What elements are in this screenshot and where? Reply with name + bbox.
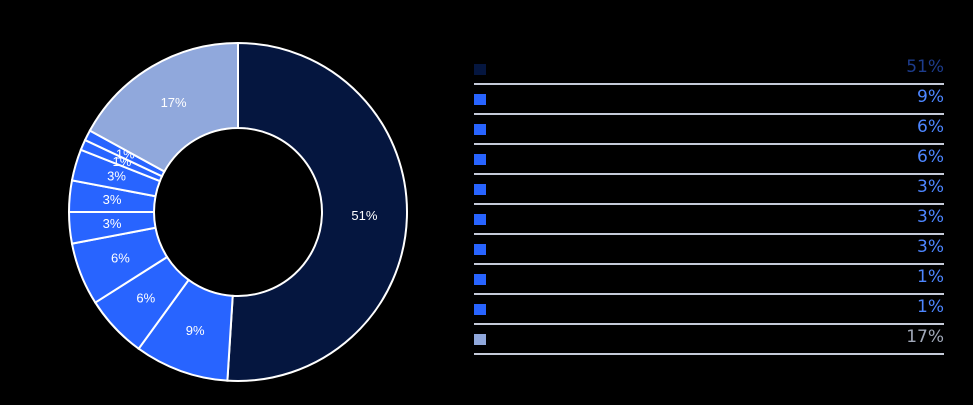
legend-swatch [474, 94, 486, 105]
donut-chart: 51%9%6%6%3%3%3%1%1%17% [67, 41, 408, 382]
slice-label: 51% [351, 208, 377, 223]
slice-label: 9% [186, 323, 205, 338]
legend-value: 6% [917, 147, 944, 167]
legend-swatch [474, 304, 486, 315]
slice-label: 6% [111, 251, 130, 266]
legend-item: 3% [474, 205, 944, 235]
legend-swatch [474, 334, 486, 345]
legend-value: 3% [917, 207, 944, 227]
donut-slice[interactable] [226, 41, 408, 382]
legend-value: 3% [917, 177, 944, 197]
slice-label: 3% [103, 192, 122, 207]
legend-item: 6% [474, 145, 944, 175]
legend-swatch [474, 64, 486, 75]
slice-label: 3% [103, 216, 122, 231]
legend-value: 17% [906, 327, 944, 347]
legend-item: 17% [474, 325, 944, 355]
legend-value: 51% [906, 57, 944, 77]
slice-label: 3% [107, 169, 126, 184]
legend-item: 9% [474, 85, 944, 115]
legend-swatch [474, 154, 486, 165]
legend-item: 1% [474, 295, 944, 325]
legend-item: 6% [474, 115, 944, 145]
slice-label: 6% [136, 291, 155, 306]
legend-value: 1% [917, 267, 944, 287]
legend-value: 3% [917, 237, 944, 257]
legend-swatch [474, 184, 486, 195]
legend-value: 6% [917, 117, 944, 137]
legend-item: 51% [474, 55, 944, 85]
legend-value: 1% [917, 297, 944, 317]
legend-swatch [474, 244, 486, 255]
legend-swatch [474, 274, 486, 285]
legend-swatch [474, 124, 486, 135]
donut-slice[interactable] [88, 41, 239, 173]
legend-value: 9% [917, 87, 944, 107]
chart-legend: 51% 9% 6% 6% 3% 3% 3% 1% 1% 17% [474, 55, 944, 355]
legend-item: 1% [474, 265, 944, 295]
legend-swatch [474, 214, 486, 225]
legend-item: 3% [474, 175, 944, 205]
legend-item: 3% [474, 235, 944, 265]
slice-label: 17% [161, 95, 187, 110]
